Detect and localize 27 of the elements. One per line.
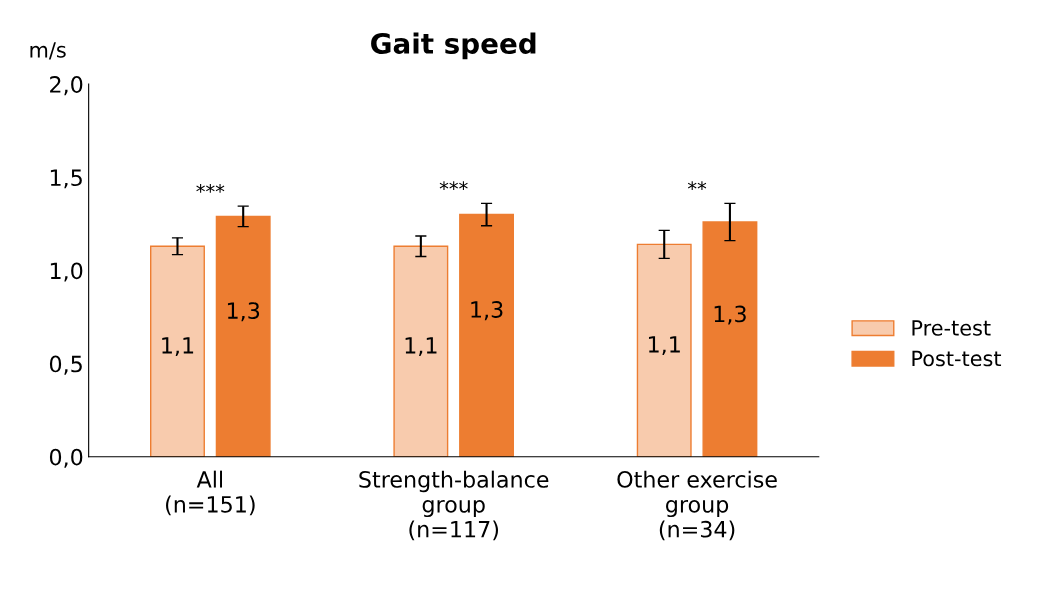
data-label: 1,3	[471, 301, 503, 321]
y-axis-title: m/s	[30, 42, 66, 60]
data-label: 1,3	[714, 305, 746, 325]
y-tick-label: 2,0	[50, 76, 83, 96]
annotation: ***	[439, 181, 468, 191]
x-tick-label: All (n=151)	[166, 470, 255, 516]
y-tick-label: 0,5	[49, 355, 82, 375]
data-label: 1,1	[162, 337, 194, 356]
x-tick-label: Other exercise group (n=34)	[617, 470, 777, 541]
y-tick-label: 0,0	[49, 448, 83, 468]
bar	[150, 245, 205, 457]
bar	[459, 213, 515, 457]
x-tick-label: Strength-balance group (n=117)	[359, 470, 549, 541]
annotation: ***	[196, 183, 225, 193]
bar	[702, 221, 758, 457]
bar	[215, 215, 271, 457]
bar	[636, 243, 692, 457]
legend-label: Post-test	[912, 350, 1002, 367]
legend-label: Pre-test	[912, 320, 991, 336]
annotation: **	[687, 181, 707, 191]
data-label: 1,3	[227, 302, 260, 322]
bar	[393, 245, 449, 457]
y-tick-label: 1,0	[50, 262, 83, 282]
data-label: 1,1	[648, 336, 680, 356]
data-label: 1,1	[405, 337, 437, 356]
y-tick-label: 1,5	[50, 169, 82, 189]
chart-title: Gait speed	[371, 32, 536, 60]
